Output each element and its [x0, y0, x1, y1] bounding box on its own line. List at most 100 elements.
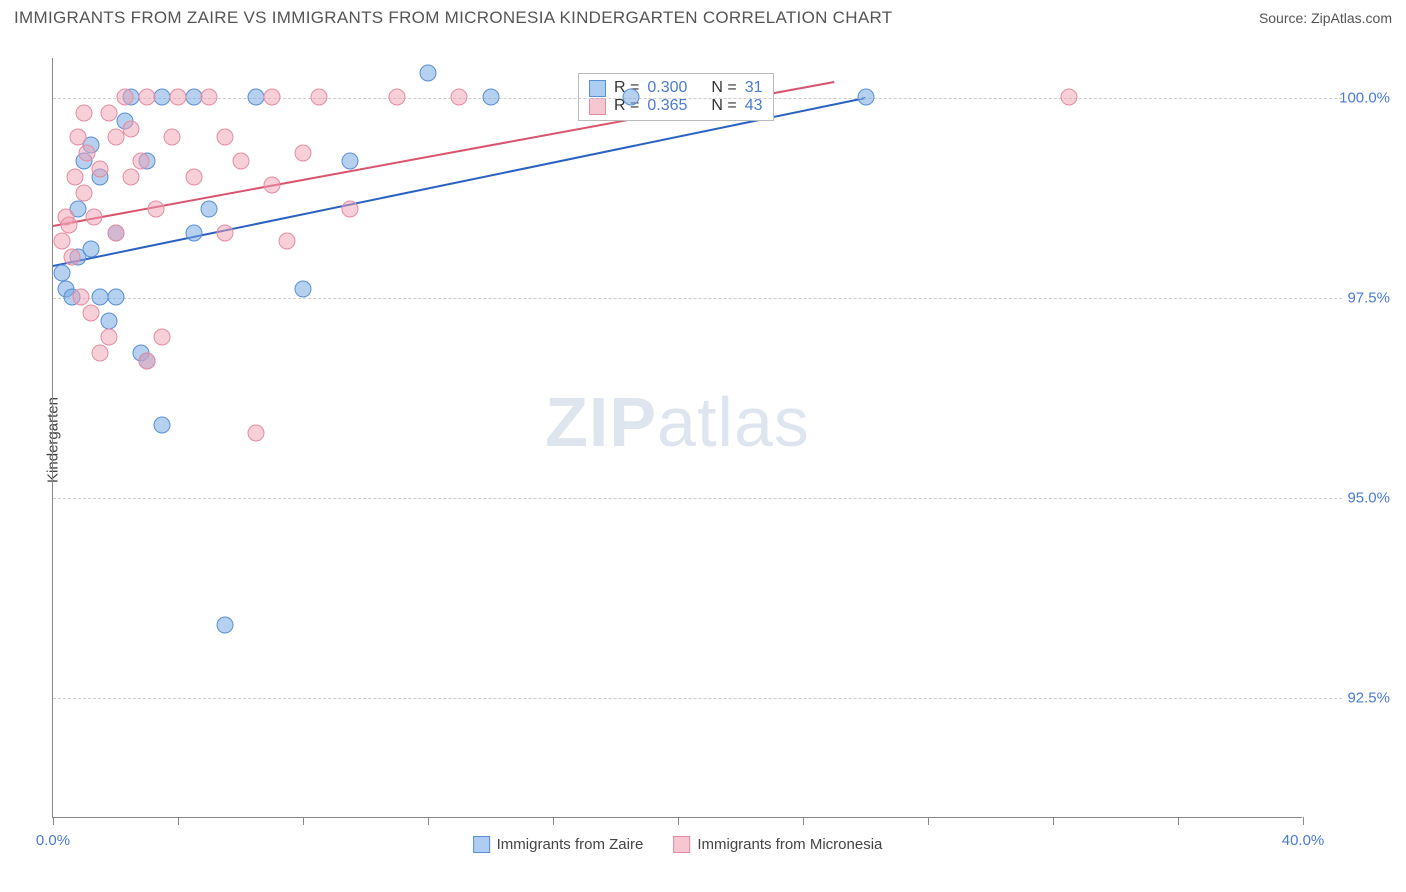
x-tick: [928, 817, 929, 825]
chart-title: IMMIGRANTS FROM ZAIRE VS IMMIGRANTS FROM…: [14, 8, 892, 28]
n-value: 31: [745, 79, 763, 97]
data-point: [388, 89, 405, 106]
x-tick: [303, 817, 304, 825]
x-tick: [678, 817, 679, 825]
data-point: [170, 89, 187, 106]
data-point: [341, 153, 358, 170]
data-point: [263, 89, 280, 106]
data-point: [857, 89, 874, 106]
data-point: [154, 89, 171, 106]
y-tick-label: 100.0%: [1339, 90, 1390, 107]
data-point: [101, 105, 118, 122]
data-point: [279, 233, 296, 250]
x-tick: [803, 817, 804, 825]
legend-label: Immigrants from Micronesia: [697, 836, 882, 853]
data-point: [63, 249, 80, 266]
n-label: N =: [711, 97, 736, 115]
data-point: [295, 281, 312, 298]
x-tick: [53, 817, 54, 825]
gridline: [53, 298, 1342, 299]
plot-region: ZIPatlas R =0.300N =31R =0.365N =43 Immi…: [52, 58, 1302, 818]
legend-row: R =0.300N =31: [589, 79, 763, 97]
data-point: [85, 209, 102, 226]
legend-swatch: [673, 836, 690, 853]
data-point: [70, 129, 87, 146]
data-point: [163, 129, 180, 146]
data-point: [82, 305, 99, 322]
data-point: [132, 153, 149, 170]
series-legend: Immigrants from Zaire Immigrants from Mic…: [473, 836, 883, 853]
x-tick: [178, 817, 179, 825]
data-point: [82, 241, 99, 258]
data-point: [107, 289, 124, 306]
data-point: [295, 145, 312, 162]
legend-label: Immigrants from Zaire: [497, 836, 644, 853]
trend-lines-layer: [53, 58, 1303, 818]
x-tick-label: 40.0%: [1282, 832, 1325, 849]
gridline: [53, 98, 1342, 99]
data-point: [1060, 89, 1077, 106]
n-value: 43: [745, 97, 763, 115]
data-point: [451, 89, 468, 106]
data-point: [138, 89, 155, 106]
data-point: [201, 89, 218, 106]
chart-source: Source: ZipAtlas.com: [1259, 10, 1392, 26]
n-label: N =: [711, 79, 736, 97]
data-point: [123, 121, 140, 138]
x-tick: [428, 817, 429, 825]
data-point: [310, 89, 327, 106]
data-point: [341, 201, 358, 218]
data-point: [91, 161, 108, 178]
data-point: [91, 289, 108, 306]
chart-header: IMMIGRANTS FROM ZAIRE VS IMMIGRANTS FROM…: [0, 0, 1406, 34]
data-point: [107, 129, 124, 146]
data-point: [623, 89, 640, 106]
y-tick-label: 95.0%: [1347, 490, 1390, 507]
y-tick-label: 97.5%: [1347, 290, 1390, 307]
data-point: [91, 345, 108, 362]
data-point: [232, 153, 249, 170]
r-value: 0.300: [647, 79, 687, 97]
legend-item: Immigrants from Zaire: [473, 836, 644, 853]
x-tick: [1303, 817, 1304, 825]
data-point: [216, 129, 233, 146]
data-point: [216, 617, 233, 634]
data-point: [107, 225, 124, 242]
r-value: 0.365: [647, 97, 687, 115]
x-tick: [1178, 817, 1179, 825]
x-tick: [1053, 817, 1054, 825]
data-point: [54, 265, 71, 282]
gridline: [53, 698, 1342, 699]
data-point: [154, 417, 171, 434]
data-point: [185, 225, 202, 242]
data-point: [263, 177, 280, 194]
legend-swatch: [473, 836, 490, 853]
data-point: [185, 169, 202, 186]
data-point: [201, 201, 218, 218]
data-point: [101, 329, 118, 346]
data-point: [154, 329, 171, 346]
data-point: [76, 185, 93, 202]
data-point: [123, 169, 140, 186]
x-tick: [553, 817, 554, 825]
data-point: [79, 145, 96, 162]
trend-line: [53, 98, 866, 266]
data-point: [138, 353, 155, 370]
x-tick-label: 0.0%: [36, 832, 70, 849]
gridline: [53, 498, 1342, 499]
data-point: [101, 313, 118, 330]
data-point: [73, 289, 90, 306]
legend-swatch: [589, 80, 606, 97]
data-point: [54, 233, 71, 250]
legend-item: Immigrants from Micronesia: [673, 836, 882, 853]
legend-swatch: [589, 98, 606, 115]
data-point: [185, 89, 202, 106]
data-point: [60, 217, 77, 234]
chart-area: Kindergarten ZIPatlas R =0.300N =31R =0.…: [14, 40, 1392, 840]
data-point: [66, 169, 83, 186]
legend-row: R =0.365N =43: [589, 97, 763, 115]
data-point: [420, 65, 437, 82]
data-point: [216, 225, 233, 242]
data-point: [76, 105, 93, 122]
data-point: [248, 89, 265, 106]
